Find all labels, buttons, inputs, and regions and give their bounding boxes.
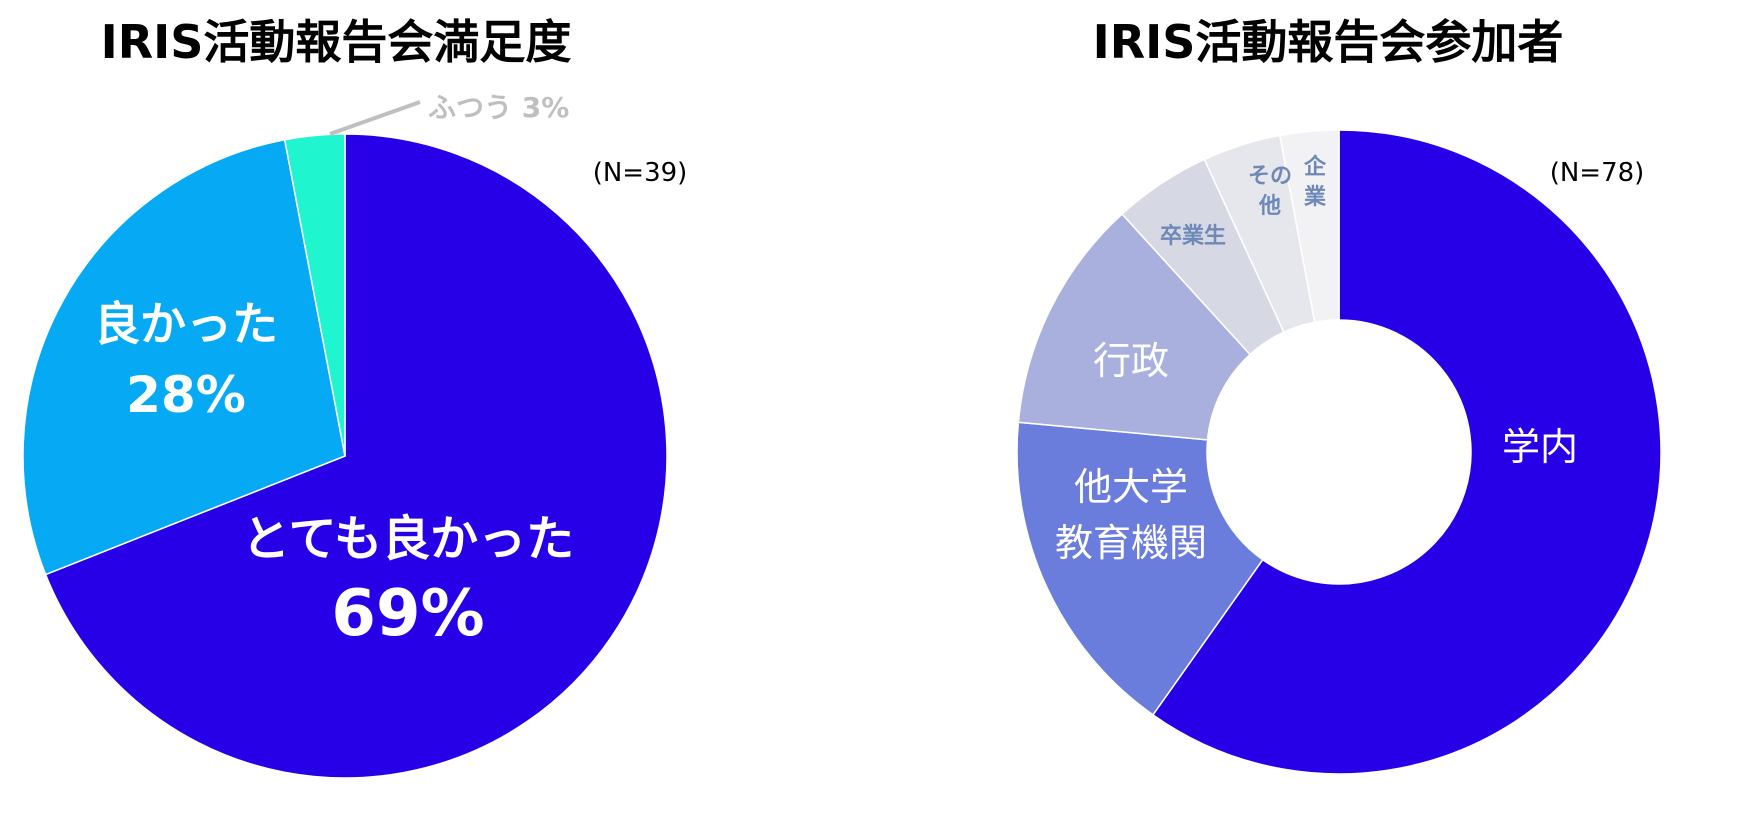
slice-value-label: 69%	[331, 577, 484, 651]
slice-value-label: 28%	[126, 366, 246, 424]
sample-size-note: (N=78)	[1550, 158, 1645, 188]
leader-label: ふつう 3%	[428, 91, 569, 124]
slice-label: 卒業生	[1160, 223, 1226, 249]
slice-label: その	[1248, 164, 1292, 189]
slice-label: 他	[1258, 194, 1281, 219]
slice-label: 学内	[1502, 425, 1578, 469]
slice-label: 行政	[1093, 339, 1169, 383]
slice-label: 教育機関	[1055, 521, 1207, 565]
slice-label: 業	[1304, 185, 1327, 210]
pie-labels: とても良かった 69% 良かった 28%	[94, 297, 574, 651]
pie-slices	[22, 133, 668, 779]
slice-label: 企	[1303, 154, 1327, 180]
leader-line	[329, 100, 421, 136]
satisfaction-pie-chart: IRIS活動報告会満足度 (N=39) ふつう 3% とても良かった 69% 良かっ…	[22, 15, 688, 779]
donut-slices	[1016, 129, 1662, 775]
sample-size-note: (N=39)	[593, 158, 688, 188]
pie-slice-0	[44, 133, 668, 779]
donut-slice-0	[1151, 129, 1662, 775]
slice-label: とても良かった	[242, 511, 574, 567]
pie-slice-1	[22, 138, 346, 576]
slice-label: 他大学	[1074, 465, 1188, 509]
donut-slice-1	[1016, 421, 1264, 716]
chart-title: IRIS活動報告会参加者	[1093, 15, 1564, 69]
donut-slice-5	[1278, 129, 1340, 324]
chart-title: IRIS活動報告会満足度	[101, 15, 572, 69]
donut-slice-2	[1017, 212, 1252, 441]
pie-slice-2	[283, 133, 346, 457]
slice-label: 良かった	[94, 297, 278, 351]
